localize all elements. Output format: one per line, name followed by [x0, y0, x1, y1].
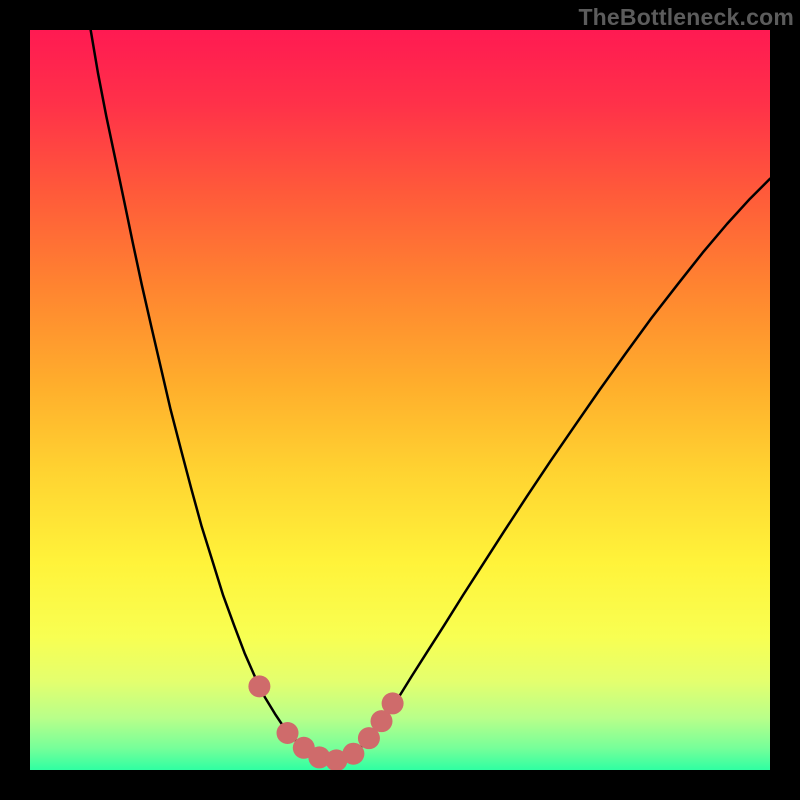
- marker-point: [248, 675, 270, 697]
- marker-point: [342, 743, 364, 765]
- marker-point: [382, 692, 404, 714]
- bottleneck-curve-plot: [30, 30, 770, 770]
- watermark-text: TheBottleneck.com: [578, 4, 794, 31]
- gradient-background: [30, 30, 770, 770]
- marker-point: [277, 722, 299, 744]
- chart-frame: TheBottleneck.com: [0, 0, 800, 800]
